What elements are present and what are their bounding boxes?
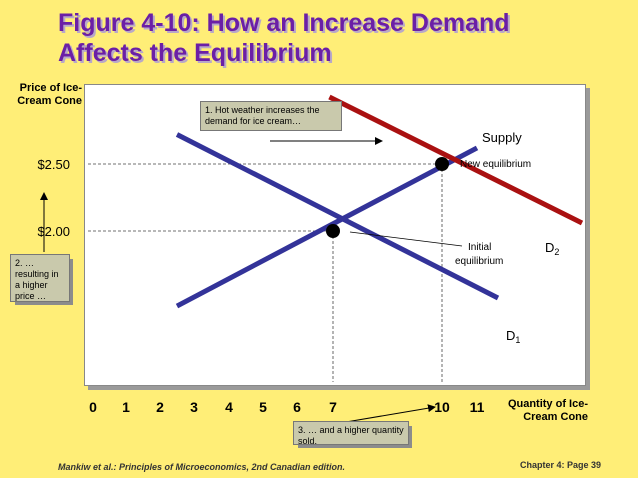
x-tick-1: 1 [122, 399, 130, 415]
callout-higher-price: 2. … resulting in a higher price … [10, 254, 73, 305]
x-tick-10: 10 [434, 399, 450, 415]
x-axis-label: Quantity of Ice-Cream Cone [507, 398, 588, 423]
y-axis-label: Price of Ice-Cream Cone [17, 82, 82, 107]
equilibrium-points [326, 157, 449, 238]
d1-subscript: 1 [515, 335, 520, 345]
callout-higher-quantity: 3. … and a higher quantity sold. [293, 421, 412, 448]
equilibrium-point-0 [326, 224, 340, 238]
x-tick-11: 11 [470, 399, 485, 415]
initial-equilibrium-label-1: Initial [468, 242, 491, 253]
initial-equilibrium-label-2: equilibrium [455, 256, 503, 267]
arrow-callout-3 [345, 404, 436, 423]
x-tick-7: 7 [329, 399, 337, 415]
x-tick-6: 6 [293, 399, 301, 415]
callout-demand-increase: 1. Hot weather increases the demand for … [200, 101, 345, 134]
footer-citation: Mankiw et al.: Principles of Microeconom… [58, 462, 346, 472]
x-tick-2: 2 [156, 399, 164, 415]
title-line-1: Figure 4-10: How an Increase Demand [58, 9, 510, 37]
series-line-d2 [328, 94, 584, 226]
x-tick-5: 5 [259, 399, 267, 415]
x-tick-3: 3 [190, 399, 198, 415]
curve-lines [175, 94, 584, 309]
d2-subscript: 2 [554, 247, 559, 257]
y-tick-1: $2.00 [37, 224, 70, 239]
initial-eq-pointer [349, 231, 463, 247]
x-tick-labels: 0 1 2 3 4 5 6 7 10 11 [89, 399, 485, 415]
footer-page: Chapter 4: Page 39 [520, 460, 602, 470]
d1-letter: D [506, 328, 515, 343]
d1-label: D1 [506, 328, 520, 345]
callout-2-text: 2. … resulting in a higher price … [15, 258, 59, 301]
y-tick-0: $2.50 [37, 157, 70, 172]
page-title: Figure 4-10: How an Increase Demand Affe… [58, 8, 510, 68]
d2-label: D2 [545, 240, 559, 257]
x-tick-4: 4 [225, 399, 233, 415]
series-line-supply [175, 145, 479, 309]
series-line-d1 [175, 132, 500, 301]
supply-label: Supply [482, 130, 522, 145]
title-line-2: Affects the Equilibrium [58, 39, 332, 67]
callout-1-text: 1. Hot weather increases the demand for … [205, 105, 320, 126]
new-equilibrium-label: New equilibrium [460, 159, 531, 170]
equilibrium-point-1 [435, 157, 449, 171]
d2-letter: D [545, 240, 554, 255]
callout-3-text: 3. … and a higher quantity sold. [298, 425, 404, 446]
y-tick-labels: $2.50 $2.00 [37, 157, 70, 239]
guide-lines [88, 163, 443, 382]
x-tick-0: 0 [89, 399, 97, 415]
